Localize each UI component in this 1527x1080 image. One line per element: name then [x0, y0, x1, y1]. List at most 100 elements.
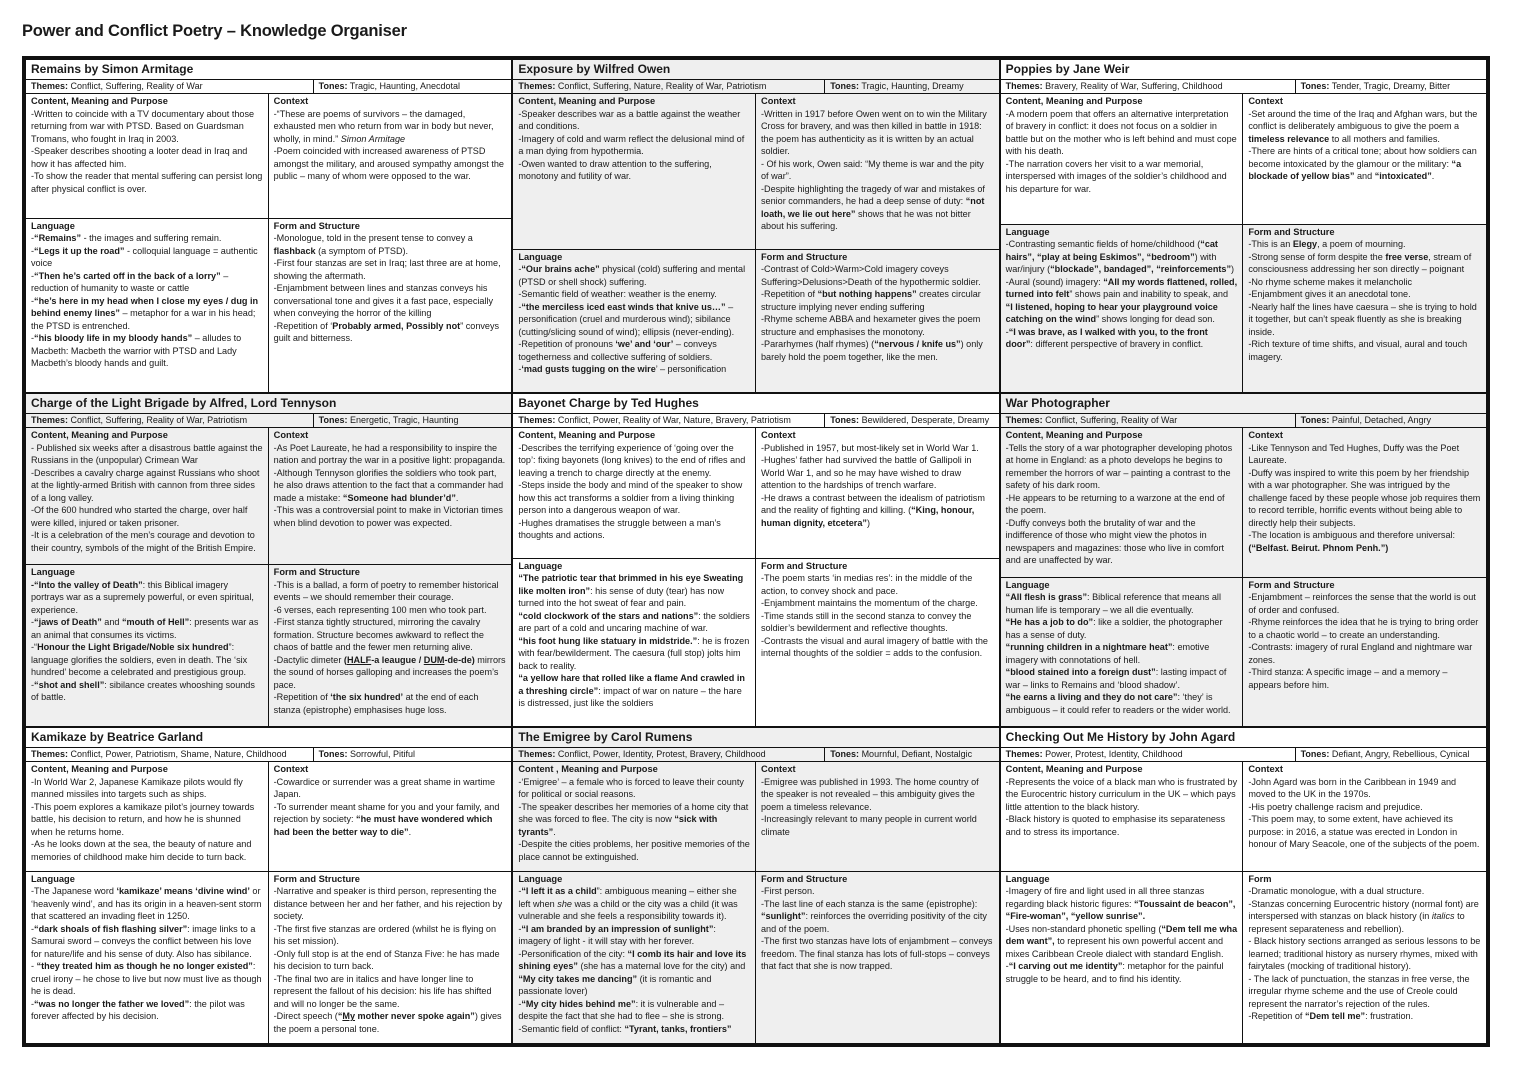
bullet-point: -Despite highlighting the tragedy of war…: [760, 183, 985, 232]
tones: Tones: Painful, Detached, Angry: [1296, 414, 1436, 427]
cell-language: Language “The patriotic tear that brimme…: [513, 558, 756, 726]
bullet-point: -No rhyme scheme makes it melancholic: [1248, 276, 1413, 287]
bullet-point: -Cowardice or surrender was a great sham…: [273, 776, 496, 800]
cell-heading: Content, Meaning and Purpose: [31, 430, 168, 440]
cell-content-meaning-purpose: Content, Meaning and Purpose -In World Wa…: [26, 762, 269, 872]
bullet-point: -Written in 1917 before Owen went on to …: [760, 108, 987, 157]
tones-label: Tones:: [1300, 749, 1330, 759]
bullet-point: -Written to coincide with a TV documenta…: [31, 108, 255, 144]
quotation: “Someone had blunder’d”: [342, 492, 456, 503]
bullet-point: - Black history sections arranged as ser…: [1248, 936, 1481, 972]
poem-section: The Emigree by Carol Rumens Themes: Confl…: [512, 727, 1000, 1044]
bullet-point: -To show the reader that mental sufferin…: [31, 171, 263, 194]
quotation: “King, honour, human dignity, etcetera”: [760, 505, 975, 528]
bullet-point: “a yellow hare that rolled like a flame …: [518, 673, 745, 709]
bullet-point: -Semantic field of conflict: “Tyrant, ta…: [518, 1023, 732, 1034]
themes-value: Conflict, Suffering, Reality of War, Pat…: [68, 415, 248, 425]
bullet-point: -Stanzas concerning Eurocentric history …: [1248, 898, 1479, 934]
bullet-point: -Increasingly relevant to many people in…: [760, 814, 977, 837]
quotation: “sunlight”: [760, 911, 806, 922]
bullet-point: -Imagery of fire and light used in all t…: [1005, 886, 1236, 922]
bullet-point: -Describes the terrifying experience of …: [518, 442, 746, 478]
bullet-point: -Speaker describes shooting a looter dea…: [31, 146, 248, 169]
bullet-point: -Enjambment maintains the momentum of th…: [760, 598, 978, 609]
quotation: “All my words flattened, rolled, turned …: [1005, 276, 1238, 300]
quotation: “he earns a living and they do not care”: [1005, 692, 1178, 702]
quotation: “blockade”, bandaged”, “reinforcements”: [1050, 264, 1232, 275]
bullet-point: -Repetition of “Dem tell me”: frustratio…: [1248, 1011, 1414, 1022]
quotation: “The patriotic tear that brimmed in his …: [518, 573, 744, 596]
bullet-point: “The patriotic tear that brimmed in his …: [518, 573, 744, 609]
tones-value: Bewildered, Desperate, Dreamy: [859, 415, 990, 425]
quotation: “shot and shell”: [34, 679, 105, 690]
cell-heading: Content, Meaning and Purpose: [31, 96, 168, 106]
bullet-point: -The location is ambiguous and therefore…: [1248, 530, 1456, 553]
poem-section: Poppies by Jane Weir Themes: Bravery, Rea…: [999, 59, 1487, 393]
cell-heading: Form and Structure: [1248, 226, 1335, 237]
bullet-point: -Of the 600 hundred who started the char…: [31, 505, 248, 528]
cell-form-and-structure: Form and Structure -Monologue, told in th…: [269, 219, 512, 393]
quotation: “cat hairs”, “play at being Eskimos”, “b…: [1005, 239, 1218, 262]
bullet-point: -The poem starts ‘in medias res’: in the…: [760, 573, 973, 596]
bullet-point: -Nearly half the lines have caesura – sh…: [1248, 301, 1477, 337]
quotation: “cold clockwork of the stars and nations…: [518, 610, 699, 621]
poem-section: War Photographer Themes: Conflict, Suffer…: [999, 393, 1487, 727]
bullet-point: - “they treated him as though he no long…: [31, 961, 262, 997]
tones: Tones: Tragic, Haunting, Anecdotal: [314, 80, 465, 93]
themes-value: Power, Protest, Identity, Childhood: [1042, 749, 1183, 759]
cell-language: Language “All flesh is grass”: Biblical r…: [1001, 577, 1244, 726]
cell-heading: Language: [518, 560, 563, 571]
tones-value: Defiant, Angry, Rebellious, Cynical: [1329, 749, 1470, 759]
cell-heading: Content, Meaning and Purpose: [518, 430, 656, 440]
tones: Tones: Defiant, Angry, Rebellious, Cynic…: [1296, 748, 1475, 761]
quotation: “Toussaint de beacon”, “Fire-woman”, “ye…: [1005, 898, 1236, 922]
cell-context: Context -Set around the time of the Iraq …: [1243, 94, 1486, 225]
bullet-point: -Aural (sound) imagery: “All my words fl…: [1005, 276, 1238, 325]
bullet-point: -The final two are in italics and have l…: [273, 973, 492, 1009]
bullet-point: -Personification of the city: “I comb it…: [518, 948, 747, 997]
tones-value: Tragic, Haunting, Dreamy: [859, 81, 964, 91]
bullet-point: -“the merciless iced east winds that kni…: [518, 301, 735, 337]
quotation: mother never spoke again”: [355, 1011, 475, 1022]
bullet-point: -Rich texture of time shifts, and visual…: [1248, 339, 1468, 362]
cell-heading: Language: [31, 567, 75, 577]
quotation: “a yellow hare that rolled like a flame …: [518, 673, 745, 696]
bullet-point: -This poem may, to some extent, have ach…: [1248, 814, 1480, 849]
poem-title: The Emigree by Carol Rumens: [513, 728, 999, 748]
themes-tones-row: Themes: Conflict, Suffering, Reality of …: [26, 80, 512, 94]
poem-section: Kamikaze by Beatrice Garland Themes: Conf…: [25, 727, 513, 1044]
poem-title: Exposure by Wilfred Owen: [513, 60, 999, 80]
themes-label: Themes:: [518, 81, 556, 91]
poem-section: Exposure by Wilfred Owen Themes: Conflict…: [512, 59, 1000, 393]
italic-text: she: [557, 898, 572, 909]
tones-value: Tender, Tragic, Dreamy, Bitter: [1329, 81, 1451, 91]
cell-content-meaning-purpose: Content, Meaning and Purpose -Represents …: [1000, 762, 1244, 872]
quotation: ‘kamikaze’ means ‘divine wind’: [116, 886, 250, 897]
bullet-point: -“I carving out me identity”: metaphor f…: [1005, 961, 1224, 984]
quotation: “sick with tyrants”: [518, 814, 718, 837]
cell-heading: Context: [273, 96, 309, 106]
cell-heading: Language: [31, 220, 75, 231]
bullet-point: “blood stained into a foreign dust”: las…: [1005, 667, 1227, 690]
cell-context: Context -Cowardice or surrender was a gre…: [268, 762, 512, 872]
poem-title: Checking Out Me History by John Agard: [1000, 728, 1486, 748]
stressed-syllable: DUM: [423, 654, 445, 665]
poem-title: War Photographer: [1000, 394, 1486, 414]
quotation: “I was brave, as I walked with you, to t…: [1005, 326, 1208, 350]
quotation: “Dem tell me wha dem want”,: [1005, 923, 1238, 947]
bullet-point: -Enjambment gives it an anecdotal tone.: [1248, 289, 1411, 300]
bullet-point: -Duffy was inspired to write this poem b…: [1248, 467, 1481, 528]
cell-content-meaning-purpose: Content, Meaning and Purpose - Published …: [26, 428, 269, 565]
poem-cells: Content, Meaning and Purpose - Published …: [26, 428, 512, 726]
bullet-point: “his foot hung like statuary in midstrid…: [518, 635, 750, 671]
bullet-point: -Emigree was published in 1993. The home…: [760, 776, 979, 812]
bullet-point: -The first two stanzas have lots of enja…: [760, 936, 993, 972]
bullet-point: -This was a controversial point to make …: [273, 505, 503, 528]
quotation: “He has a job to do”: [1005, 617, 1094, 627]
quotation: ‘the six hundred’: [330, 692, 404, 702]
cell-heading: Context: [273, 764, 309, 774]
cell-heading: Context: [760, 96, 796, 106]
quotation: “Then he’s carted off in the back of a l…: [34, 270, 221, 281]
poem-cells: Content, Meaning and Purpose -A modern po…: [1000, 94, 1486, 392]
stressed-syllable: HALF: [346, 654, 372, 665]
